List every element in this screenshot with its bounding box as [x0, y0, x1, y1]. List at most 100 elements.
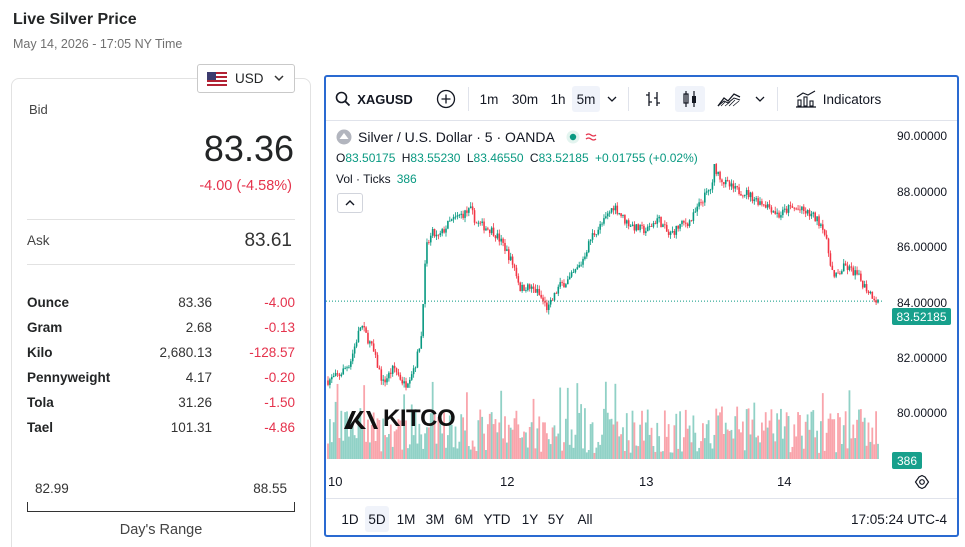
volume-bar: [332, 422, 335, 459]
interval-5m[interactable]: 5m: [572, 86, 600, 112]
ask-value: 83.61: [244, 230, 292, 251]
volume-bar: [745, 409, 748, 459]
range-button-1d[interactable]: 1D: [341, 511, 359, 527]
candle-body: [405, 381, 407, 388]
candle-body: [407, 383, 409, 388]
volume-bar: [429, 413, 432, 459]
volume-bar: [426, 427, 428, 459]
candle-body: [814, 212, 816, 222]
volume-bar: [486, 424, 489, 459]
candle-body: [608, 212, 611, 214]
range-button-all[interactable]: All: [577, 511, 593, 527]
candle-body: [448, 220, 451, 222]
candle-body: [856, 270, 858, 275]
volume-bar: [452, 447, 455, 459]
range-button-5d[interactable]: 5D: [365, 506, 389, 532]
bar-chart-type-button[interactable]: [640, 86, 666, 112]
interval-1m[interactable]: 1m: [479, 91, 499, 107]
candle-body: [584, 256, 586, 259]
silver-symbol-icon: [336, 129, 352, 145]
candle-body: [555, 292, 558, 294]
range-button-3m[interactable]: 3M: [425, 511, 445, 527]
volume-bar: [367, 419, 369, 459]
volume-bar: [850, 438, 853, 459]
candle-body: [454, 216, 457, 218]
volume-bar: [536, 428, 539, 459]
range-button-5y[interactable]: 5Y: [547, 511, 565, 527]
chart-widget[interactable]: XAGUSD 1m 30m 1h 5m Indicators: [324, 75, 959, 537]
candle-body: [483, 221, 485, 231]
candle-body: [367, 332, 369, 344]
volume-bar: [774, 441, 777, 459]
candle-body: [519, 282, 522, 291]
candle-body: [589, 239, 592, 242]
candle-body: [605, 216, 607, 219]
volume-bar: [568, 444, 571, 459]
range-button-1y[interactable]: 1Y: [521, 511, 539, 527]
candle-body: [774, 211, 777, 214]
volume-bar: [726, 429, 729, 459]
candle-body: [372, 343, 375, 352]
volume-bar: [334, 401, 337, 459]
candle-body: [673, 231, 676, 235]
volume-bar: [378, 420, 381, 459]
candle-body: [557, 286, 560, 294]
range-button-ytd[interactable]: YTD: [483, 511, 511, 527]
volume-bar: [669, 452, 672, 459]
volume-bar: [753, 402, 756, 459]
candle-body: [635, 224, 638, 231]
chart-type-dropdown[interactable]: [751, 86, 769, 112]
volume-bar: [553, 425, 556, 459]
candle-body: [566, 279, 569, 285]
candle-body: [551, 299, 554, 301]
volume-bar: [679, 411, 681, 459]
candle-body: [466, 210, 468, 213]
candle-body: [652, 223, 655, 227]
candle-body: [730, 183, 733, 187]
collapse-legend-button[interactable]: [337, 193, 363, 213]
candle-body: [768, 204, 771, 208]
interval-30m[interactable]: 30m: [511, 91, 539, 107]
candle-chart-type-button[interactable]: [675, 86, 705, 112]
candle-body: [346, 367, 348, 369]
volume-bar: [768, 420, 771, 459]
search-icon: [335, 91, 351, 107]
candle-body: [848, 266, 851, 270]
candle-body: [698, 202, 700, 207]
volume-bar: [660, 451, 662, 459]
volume-bar: [859, 409, 862, 459]
candle-body: [374, 351, 377, 355]
candle-body: [696, 206, 699, 212]
indicators-button[interactable]: Indicators: [788, 86, 888, 112]
interval-1h[interactable]: 1h: [550, 91, 566, 107]
volume-bar: [435, 443, 438, 459]
unit-name: Ounce: [27, 295, 70, 310]
candle-body: [863, 284, 866, 288]
range-button-6m[interactable]: 6M: [454, 511, 474, 527]
candle-body: [854, 270, 856, 276]
compare-button[interactable]: [433, 86, 459, 112]
volume-bar: [526, 447, 529, 459]
candle-body: [620, 213, 622, 217]
area-chart-type-button[interactable]: [715, 86, 743, 112]
candle-body: [376, 354, 379, 368]
currency-select[interactable]: USD: [197, 64, 295, 93]
candle-body: [702, 202, 704, 204]
volume-bar: [477, 420, 480, 459]
volume-bar: [441, 433, 444, 459]
volume-bar: [778, 419, 780, 459]
volume-bar: [519, 437, 522, 459]
chart-settings-button[interactable]: [914, 474, 930, 495]
volume-bar: [500, 390, 503, 459]
candle-body: [513, 264, 516, 268]
volume-bar: [730, 429, 733, 459]
volume-bar: [787, 416, 790, 459]
volume-bar: [479, 409, 482, 459]
volume-bar: [707, 420, 710, 459]
range-button-1m[interactable]: 1M: [396, 511, 416, 527]
volume-bar: [542, 422, 544, 459]
interval-dropdown[interactable]: [603, 86, 621, 112]
volume-bar: [427, 427, 430, 459]
symbol-search-button[interactable]: XAGUSD: [334, 86, 414, 112]
price-plot[interactable]: [326, 124, 957, 459]
